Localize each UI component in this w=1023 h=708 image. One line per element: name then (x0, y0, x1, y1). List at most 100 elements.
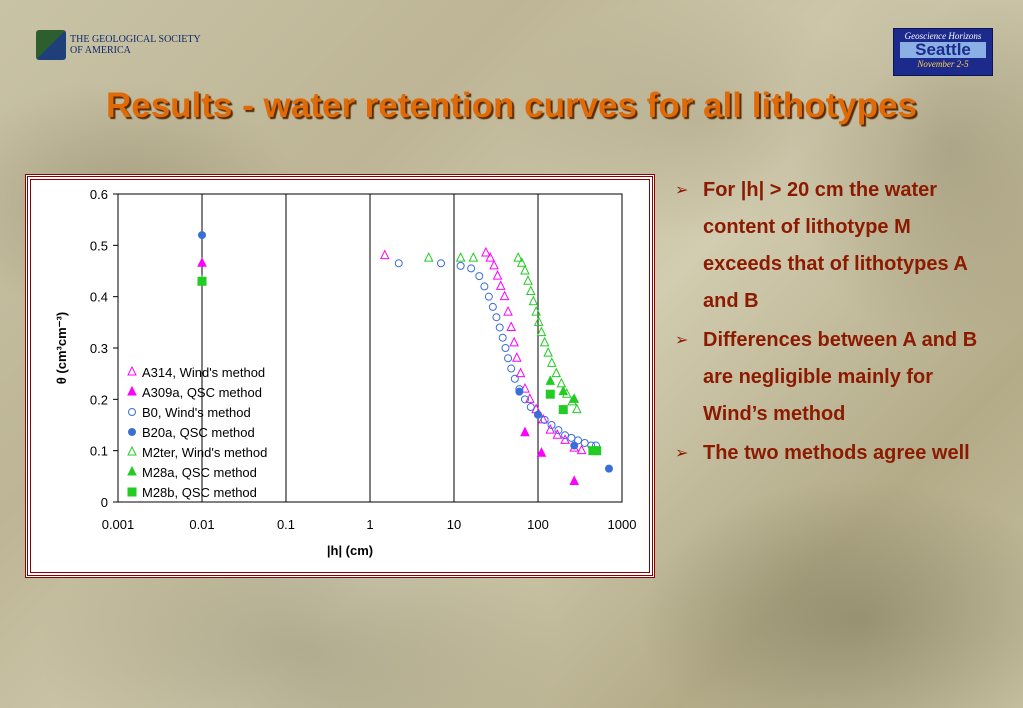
data-point (475, 272, 484, 281)
data-point (533, 316, 544, 326)
data-point (520, 264, 530, 275)
y-tick-label: 0 (101, 495, 108, 510)
gsa-logo: THE GEOLOGICAL SOCIETY OF AMERICA (36, 30, 201, 60)
data-point (507, 364, 516, 373)
x-tick-label: 1000 (608, 517, 637, 532)
meeting-badge: Geoscience Horizons Seattle November 2-5 (893, 28, 993, 76)
data-point (484, 292, 493, 301)
water-retention-chart: 0.001 0.01 0.1 1 10 100 1000 0 0.1 0.2 0.3 0.4 0.5 0.… (54, 187, 637, 558)
data-point (567, 433, 576, 442)
x-tick-label: 1 (366, 517, 373, 532)
chart-legend: A314, Wind's method A309a, QSC method B0, … (127, 365, 267, 500)
y-tick-label: 0.3 (90, 341, 108, 356)
data-point (504, 354, 513, 363)
data-point (516, 257, 527, 267)
data-point (501, 344, 510, 352)
data-point (556, 377, 567, 388)
series-group (423, 252, 582, 414)
data-point (495, 280, 506, 290)
legend-label: M28a, QSC method (142, 465, 257, 480)
data-point (554, 426, 563, 435)
data-point (520, 395, 529, 404)
data-point (547, 421, 556, 429)
data-point (558, 385, 569, 396)
data-point (198, 231, 206, 240)
data-point (540, 415, 549, 424)
data-point (456, 261, 465, 270)
data-point (539, 336, 550, 347)
data-point (604, 464, 613, 473)
data-point (545, 375, 556, 385)
data-point (492, 270, 503, 280)
data-point (576, 444, 587, 455)
data-point (480, 282, 489, 291)
data-point (552, 429, 563, 439)
data-point (495, 323, 504, 332)
data-point (467, 264, 476, 273)
gsa-emblem-icon (36, 30, 66, 60)
data-point (526, 403, 535, 412)
data-point (455, 252, 466, 262)
data-point (570, 441, 579, 450)
data-point (197, 257, 207, 267)
data-point (572, 403, 582, 414)
data-point (546, 357, 557, 367)
data-point (543, 347, 553, 357)
legend-label: B20a, QSC method (142, 425, 255, 440)
data-point (513, 252, 523, 262)
y-tick-label: 0.4 (90, 290, 108, 305)
data-point (545, 389, 555, 399)
legend-marker (127, 365, 137, 376)
data-point (498, 333, 507, 342)
data-point (489, 259, 499, 270)
y-tick-label: 0.5 (90, 238, 108, 253)
data-point (515, 367, 526, 378)
legend-marker (127, 385, 137, 396)
badge-city: Seattle (900, 41, 986, 58)
data-point (512, 352, 522, 362)
y-tick-label: 0.2 (90, 392, 108, 407)
x-tick-label: 0.001 (102, 517, 135, 532)
arrow-bullet-icon: ➢ (675, 182, 689, 199)
data-point (499, 290, 510, 301)
legend-label: A314, Wind's method (142, 365, 265, 380)
data-point (551, 367, 562, 378)
y-axis-label: θ (cm³cm⁻³) (54, 312, 69, 384)
bullet-list: ➢ For |h| > 20 cm the water content of l… (675, 172, 1015, 474)
data-point (536, 326, 547, 337)
legend-label: M28b, QSC method (142, 485, 257, 500)
series-group (394, 259, 600, 450)
legend-marker (127, 465, 137, 476)
data-point (520, 426, 530, 437)
y-tick-label: 0.1 (90, 444, 108, 459)
data-point (510, 374, 519, 383)
legend-label: B0, Wind's method (142, 405, 251, 420)
data-point (545, 424, 556, 434)
data-point (569, 475, 580, 485)
series-group (197, 257, 580, 485)
series-group (198, 231, 613, 473)
bullet-text: For |h| > 20 cm the water content of lit… (703, 179, 968, 312)
data-point (503, 305, 513, 316)
society-name-line2: OF AMERICA (70, 45, 131, 56)
badge-dates: November 2-5 (917, 59, 969, 69)
slide-title: Results - water retention curves for all… (105, 86, 918, 125)
data-point (488, 302, 497, 311)
legend-marker (127, 487, 137, 497)
x-axis-label: |h| (cm) (327, 543, 373, 558)
x-tick-label: 0.01 (189, 517, 214, 532)
badge-tagline: Geoscience Horizons (904, 31, 982, 41)
series-group (197, 276, 602, 456)
bullet-item: ➢ Differences between A and B are neglig… (675, 322, 1015, 433)
data-point (523, 275, 533, 285)
legend-marker (127, 445, 137, 456)
data-point (574, 436, 583, 445)
bullet-text: Differences between A and B are negligib… (703, 329, 978, 425)
data-point (536, 447, 547, 457)
x-tick-label: 100 (527, 517, 549, 532)
legend-marker (128, 408, 136, 416)
arrow-bullet-icon: ➢ (675, 332, 689, 349)
data-point (509, 336, 519, 347)
data-point (531, 305, 541, 316)
data-point (423, 252, 434, 262)
